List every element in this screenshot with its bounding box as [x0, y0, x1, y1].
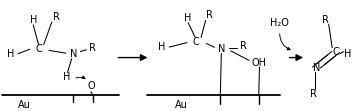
Text: C: C: [35, 44, 42, 54]
Text: R: R: [309, 89, 316, 99]
Text: R: R: [52, 12, 59, 22]
Text: R: R: [322, 15, 329, 25]
Text: H: H: [184, 13, 192, 23]
Text: N: N: [313, 62, 320, 72]
Text: C: C: [332, 47, 339, 57]
Text: H: H: [30, 15, 37, 25]
Text: R: R: [240, 42, 246, 52]
Text: N: N: [218, 44, 226, 54]
Text: H₂O: H₂O: [270, 18, 289, 28]
Text: Au: Au: [18, 100, 31, 110]
Text: OH: OH: [251, 58, 266, 68]
Text: H: H: [158, 42, 165, 52]
Text: R: R: [89, 43, 96, 53]
Text: H: H: [7, 49, 14, 59]
Text: N: N: [70, 49, 77, 59]
Text: C: C: [193, 37, 199, 47]
Text: O: O: [87, 81, 95, 91]
Text: H: H: [344, 49, 352, 59]
Text: R: R: [206, 11, 213, 21]
Text: Au: Au: [175, 100, 188, 110]
Text: H: H: [63, 72, 70, 82]
